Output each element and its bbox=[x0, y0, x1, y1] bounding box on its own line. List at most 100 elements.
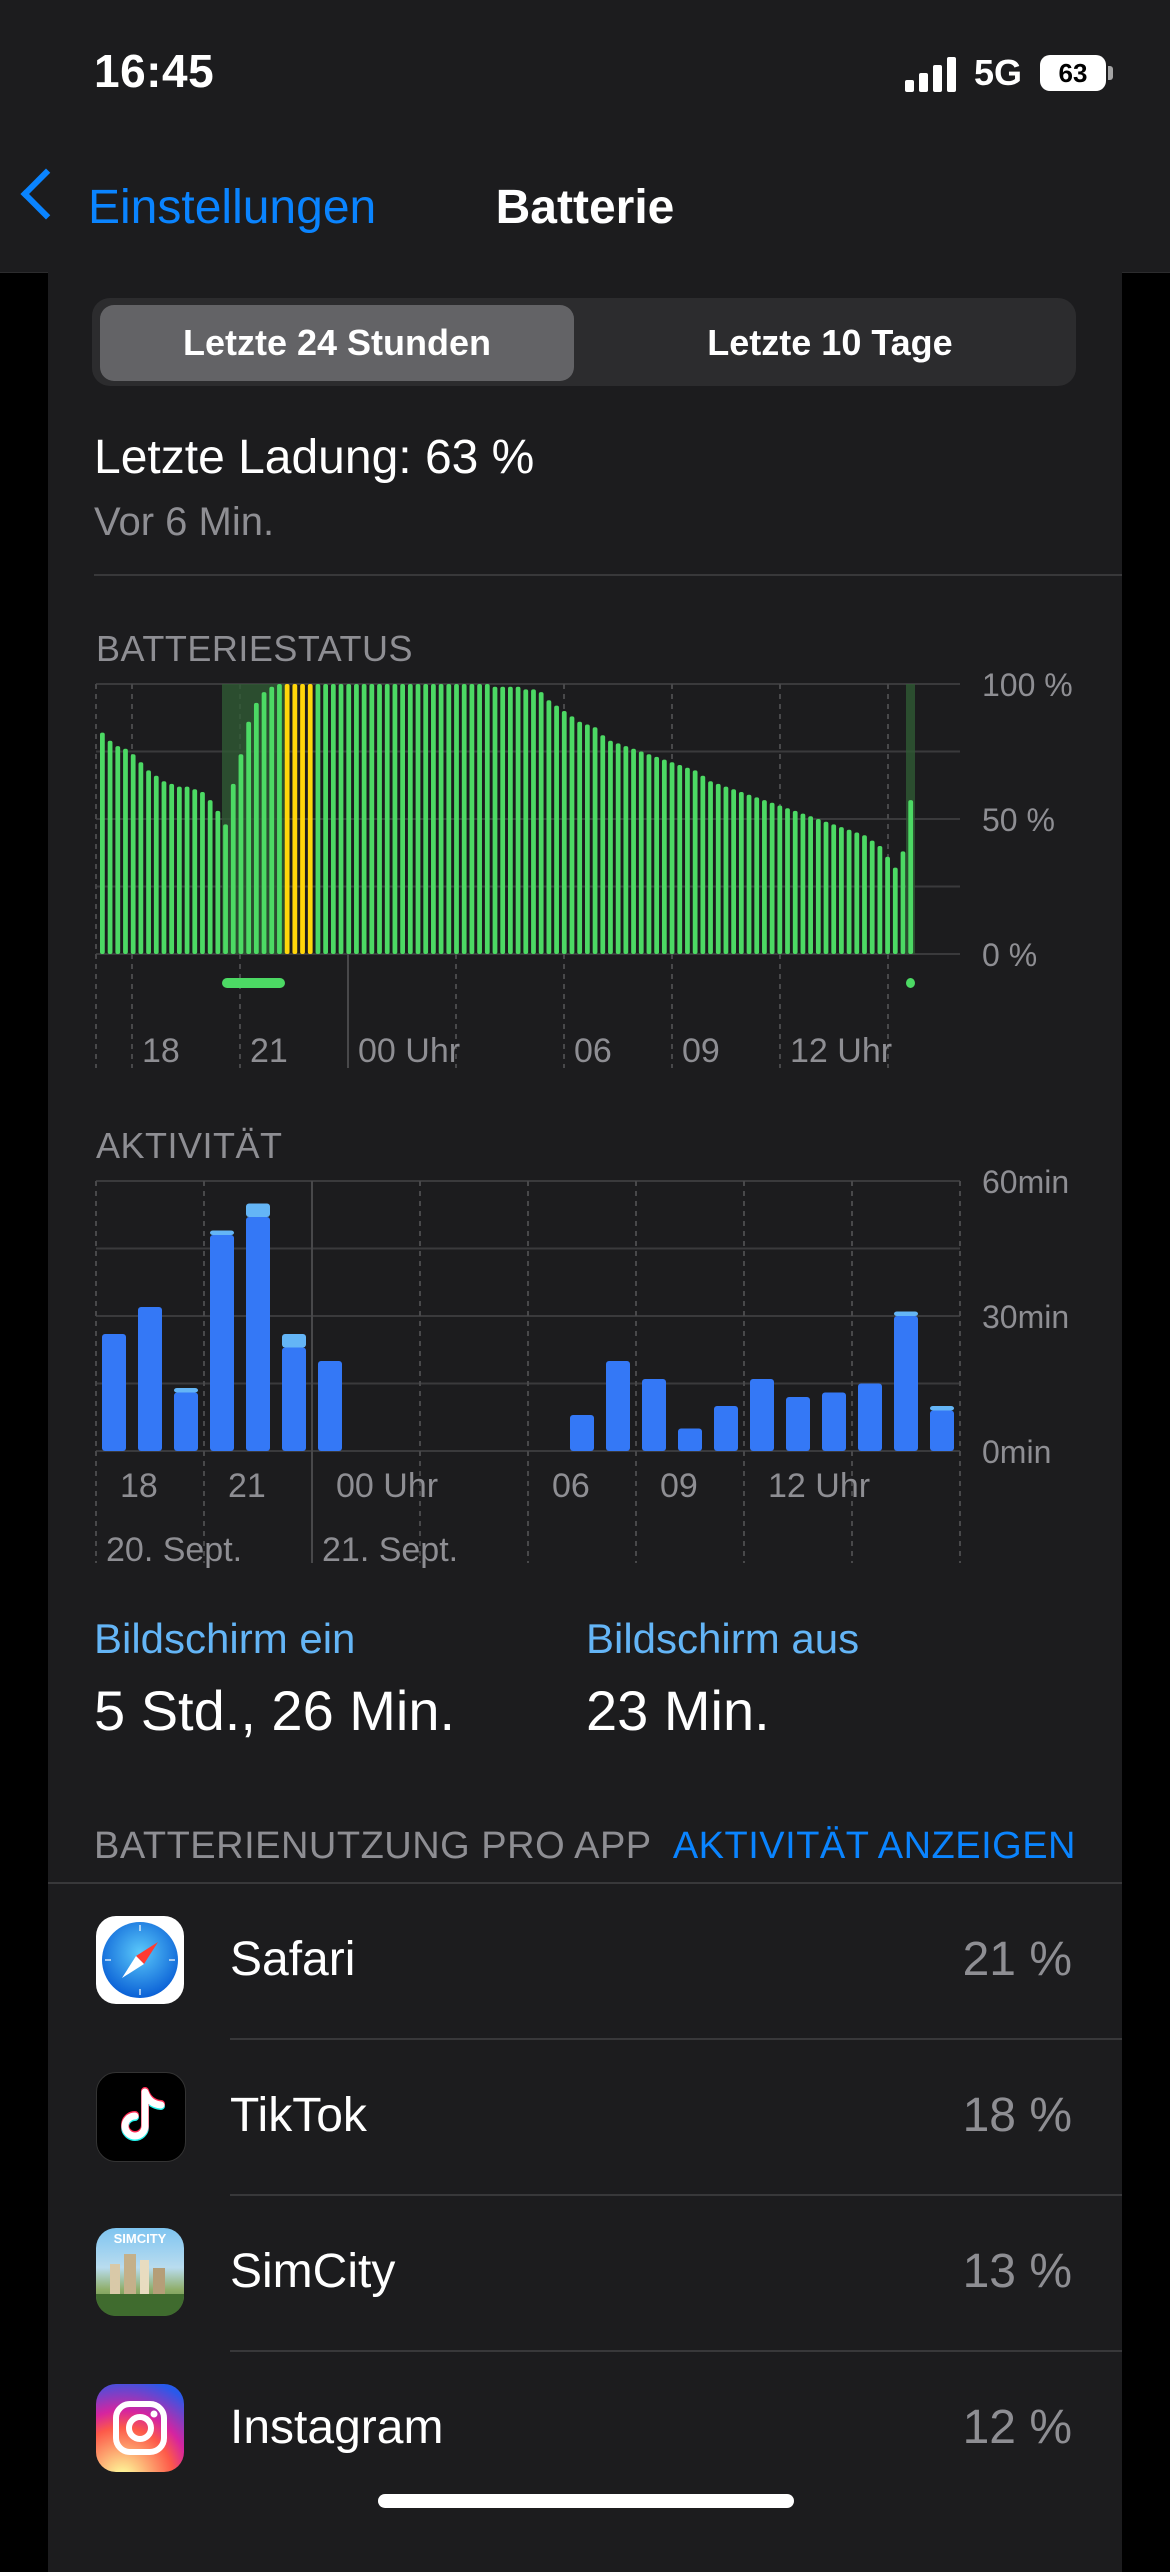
battery-bar bbox=[808, 816, 813, 954]
status-time: 16:45 bbox=[94, 45, 215, 97]
battery-icon: 63 bbox=[1040, 55, 1106, 91]
battery-bar bbox=[723, 786, 729, 954]
screen-on-bar bbox=[894, 1316, 918, 1451]
battery-bar bbox=[631, 748, 636, 954]
battery-bar bbox=[538, 692, 544, 954]
x-tick-label: 12 Uhr bbox=[768, 1467, 870, 1505]
charging-indicator bbox=[906, 978, 915, 988]
activity-chart: 60min 30min 0min 18 21 00 Uhr 06 09 12 Uhr 20. Se… bbox=[95, 1165, 1069, 1569]
simcity-logo-text: SIMCITY bbox=[114, 2231, 167, 2246]
home-indicator[interactable] bbox=[378, 2494, 794, 2508]
show-activity-link[interactable]: AKTIVITÄT ANZEIGEN bbox=[672, 1825, 1076, 1867]
screen-off-bar bbox=[282, 1334, 306, 1348]
battery-bar bbox=[777, 805, 783, 954]
screen-off-bar bbox=[174, 1388, 198, 1393]
battery-bar bbox=[138, 762, 144, 954]
battery-bar bbox=[469, 684, 475, 954]
battery-bar bbox=[839, 827, 844, 954]
battery-bar bbox=[554, 705, 559, 954]
screen-on-bar bbox=[102, 1334, 126, 1451]
battery-bar bbox=[846, 829, 852, 954]
segment-last-10-days[interactable]: Letzte 10 Tage bbox=[707, 322, 953, 363]
battery-bar bbox=[508, 686, 513, 954]
app-row-instagram[interactable]: Instagram 12 % bbox=[48, 2352, 1122, 2508]
x-tick-label: 09 bbox=[660, 1467, 698, 1505]
battery-bar bbox=[854, 832, 860, 954]
divider bbox=[230, 2038, 1122, 2040]
battery-bar bbox=[731, 789, 737, 954]
back-button[interactable]: Einstellungen bbox=[18, 160, 398, 250]
app-row-tiktok[interactable]: TikTok 18 % bbox=[48, 2040, 1122, 2196]
app-row-simcity[interactable]: SIMCITY SimCity 13 % bbox=[48, 2196, 1122, 2352]
battery-bar bbox=[600, 735, 606, 954]
simcity-icon: SIMCITY bbox=[96, 2228, 184, 2316]
y-tick-label: 0 % bbox=[982, 937, 1037, 973]
battery-bar bbox=[400, 684, 405, 954]
battery-bar bbox=[354, 684, 359, 954]
battery-bar bbox=[708, 781, 713, 954]
battery-bar bbox=[461, 684, 467, 954]
battery-bar bbox=[207, 800, 213, 954]
battery-bar bbox=[492, 686, 498, 954]
segment-selected-indicator bbox=[100, 305, 574, 381]
screen-on-bar bbox=[750, 1379, 774, 1451]
battery-bar bbox=[785, 808, 790, 954]
app-name: Safari bbox=[230, 1933, 356, 1986]
battery-status-heading: BATTERIESTATUS bbox=[96, 628, 414, 669]
battery-bar bbox=[361, 684, 367, 954]
instagram-icon bbox=[96, 2384, 184, 2472]
battery-bar bbox=[246, 721, 252, 954]
battery-bar bbox=[900, 851, 906, 954]
battery-bar bbox=[523, 689, 529, 954]
battery-bar bbox=[592, 727, 598, 954]
battery-bar bbox=[146, 770, 151, 954]
app-name: TikTok bbox=[230, 2089, 367, 2142]
battery-bar bbox=[677, 765, 683, 954]
x-tick-label: 00 Uhr bbox=[336, 1467, 438, 1505]
screen-on-bar bbox=[138, 1307, 162, 1451]
screen-off-label: Bildschirm aus bbox=[586, 1615, 860, 1662]
battery-bar bbox=[184, 786, 190, 954]
y-tick-label: 30min bbox=[982, 1299, 1069, 1335]
segment-last-24-hours[interactable]: Letzte 24 Stunden bbox=[182, 322, 492, 363]
battery-bar bbox=[200, 792, 205, 954]
x-tick-label: 21 bbox=[250, 1032, 288, 1070]
screen-on-bar bbox=[786, 1397, 810, 1451]
battery-bar bbox=[477, 684, 482, 954]
battery-bar bbox=[762, 800, 767, 954]
battery-bar bbox=[438, 684, 444, 954]
battery-bar bbox=[176, 786, 182, 954]
tiktok-icon bbox=[96, 2072, 186, 2162]
screen-on-bar bbox=[174, 1392, 198, 1451]
battery-bar bbox=[885, 856, 890, 954]
app-row-safari[interactable]: Safari 21 % bbox=[48, 1884, 1122, 2040]
date-label: 20. Sept. bbox=[106, 1531, 242, 1569]
screen-on-bar bbox=[714, 1406, 738, 1451]
app-percent: 13 % bbox=[962, 2245, 1072, 2298]
battery-bar bbox=[577, 721, 583, 954]
app-percent: 21 % bbox=[962, 1933, 1072, 1986]
battery-bar bbox=[269, 686, 275, 954]
battery-bar bbox=[754, 797, 760, 954]
app-percent: 12 % bbox=[962, 2401, 1072, 2454]
battery-bar bbox=[669, 762, 675, 954]
battery-bar bbox=[769, 802, 775, 954]
battery-bar bbox=[215, 810, 221, 954]
divider bbox=[94, 574, 1122, 576]
screen-on-bar bbox=[318, 1361, 342, 1451]
battery-bar bbox=[446, 684, 452, 954]
battery-bar bbox=[323, 684, 329, 954]
battery-bar bbox=[292, 684, 298, 954]
navigation-bar bbox=[0, 0, 1170, 273]
divider bbox=[48, 1882, 1122, 1884]
x-tick-label: 06 bbox=[552, 1467, 590, 1505]
battery-bar bbox=[869, 840, 875, 954]
screen-on-bar bbox=[606, 1361, 630, 1451]
screen-on-bar bbox=[930, 1410, 954, 1451]
battery-bar bbox=[561, 711, 567, 954]
battery-bar bbox=[792, 810, 798, 954]
battery-bar bbox=[454, 684, 459, 954]
x-tick-label: 18 bbox=[142, 1032, 180, 1070]
app-percent: 18 % bbox=[962, 2089, 1072, 2142]
battery-bar bbox=[284, 684, 290, 954]
